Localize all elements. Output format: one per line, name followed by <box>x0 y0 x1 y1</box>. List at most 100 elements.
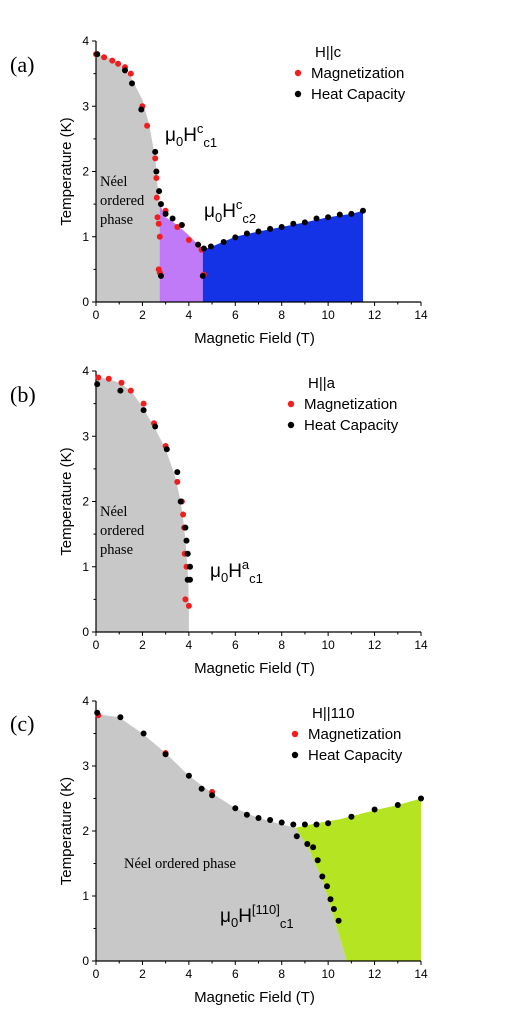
heat-capacity-point <box>348 813 355 820</box>
heat-capacity-point <box>94 709 101 716</box>
heat-capacity-point <box>187 563 193 570</box>
phase-region-1 <box>96 54 161 302</box>
heat-capacity-point <box>348 210 355 217</box>
y-tick-label: 1 <box>82 889 89 903</box>
phase-label: phase <box>100 212 133 228</box>
magnetization-point <box>127 70 134 77</box>
magnetization-point <box>174 224 181 230</box>
phase-label: phase <box>100 542 133 558</box>
magnetization-point <box>155 220 162 227</box>
heat-capacity-point <box>243 811 250 818</box>
x-tick-label: 6 <box>232 308 239 322</box>
heat-capacity-point <box>153 168 160 175</box>
heat-capacity-point <box>301 219 308 226</box>
heat-capacity-point <box>178 222 185 228</box>
heat-capacity-point <box>255 228 262 235</box>
magnetization-point <box>180 511 187 518</box>
x-tick-label: 14 <box>414 967 428 981</box>
y-tick-label: 1 <box>82 230 89 244</box>
phase-region-1 <box>96 714 347 961</box>
heat-capacity-point <box>243 230 250 237</box>
heat-capacity-point <box>220 239 227 245</box>
magnetization-point <box>101 54 108 61</box>
x-tick-label: 0 <box>93 308 100 322</box>
magnetization-point <box>144 122 151 129</box>
heat-capacity-point <box>152 148 159 155</box>
heat-capacity-point <box>310 844 317 851</box>
heat-capacity-point <box>301 821 308 828</box>
x-tick-label: 2 <box>139 308 146 322</box>
x-tick-label: 14 <box>414 638 428 652</box>
heat-capacity-point <box>267 225 274 232</box>
magnetization-point <box>156 233 163 240</box>
y-tick-label: 3 <box>82 759 89 773</box>
heat-capacity-point <box>162 751 169 758</box>
legend-entry: Heat Capacity <box>308 747 403 764</box>
heat-capacity-point <box>174 469 181 476</box>
y-tick-label: 4 <box>82 364 89 378</box>
y-tick-label: 4 <box>82 34 89 48</box>
y-axis-title: Temperature (K) <box>58 777 75 885</box>
y-tick-label: 2 <box>82 165 89 179</box>
heat-capacity-point <box>304 841 311 847</box>
heat-capacity-point <box>418 795 424 802</box>
phase-label: ordered <box>100 523 145 539</box>
heat-capacity-point <box>156 188 163 195</box>
x-tick-label: 12 <box>368 638 382 652</box>
critical-field-label: μ0H[110]c1 <box>220 902 294 931</box>
x-tick-label: 8 <box>278 967 285 981</box>
heat-capacity-point <box>293 833 300 840</box>
y-tick-label: 2 <box>82 495 89 509</box>
x-tick-label: 2 <box>139 638 146 652</box>
heat-capacity-point <box>185 772 192 779</box>
magnetization-point <box>152 155 159 162</box>
heat-capacity-point <box>200 245 207 252</box>
legend-marker <box>294 69 302 77</box>
heat-capacity-point <box>122 67 128 74</box>
x-tick-label: 10 <box>321 967 335 981</box>
heat-capacity-point <box>162 210 169 217</box>
phase-label: Néel <box>100 504 127 520</box>
heat-capacity-point <box>255 815 262 821</box>
x-tick-label: 10 <box>321 638 335 652</box>
y-tick-label: 0 <box>82 625 89 639</box>
critical-field-label: μ0Hcc2 <box>204 197 256 226</box>
legend-entry: Magnetization <box>308 726 401 743</box>
magnetization-point <box>153 194 160 201</box>
heat-capacity-point <box>140 407 147 414</box>
phase-region-2 <box>159 204 203 302</box>
heat-capacity-point <box>129 80 135 87</box>
heat-capacity-point <box>278 224 285 230</box>
x-tick-label: 12 <box>368 967 382 981</box>
heat-capacity-point <box>371 806 378 813</box>
heat-capacity-point <box>195 241 202 248</box>
magnetization-point <box>140 400 147 407</box>
heat-capacity-point <box>394 802 401 808</box>
magnetization-point <box>115 60 122 67</box>
legend-entry: Heat Capacity <box>304 417 399 434</box>
x-tick-label: 4 <box>186 308 193 322</box>
legend-marker <box>287 400 295 408</box>
critical-field-label: μ0Hcc1 <box>165 121 217 150</box>
heat-capacity-point <box>232 805 239 812</box>
phase-label: Néel ordered phase <box>124 856 236 872</box>
heat-capacity-point <box>336 211 343 218</box>
phase-label: ordered <box>100 193 145 209</box>
heat-capacity-point <box>290 821 297 828</box>
magnetization-point <box>118 379 125 386</box>
x-tick-label: 14 <box>414 308 428 322</box>
legend-title: H||a <box>308 375 336 392</box>
x-tick-label: 4 <box>186 967 193 981</box>
heat-capacity-point <box>183 537 190 544</box>
phase-label: Néel <box>100 174 127 190</box>
legend-marker <box>291 751 299 759</box>
phase-region-2 <box>295 798 421 961</box>
magnetization-point <box>105 375 112 382</box>
heat-capacity-point <box>327 896 334 903</box>
y-tick-label: 0 <box>82 295 89 309</box>
heat-capacity-point <box>330 906 337 912</box>
heat-capacity-point <box>117 714 124 721</box>
